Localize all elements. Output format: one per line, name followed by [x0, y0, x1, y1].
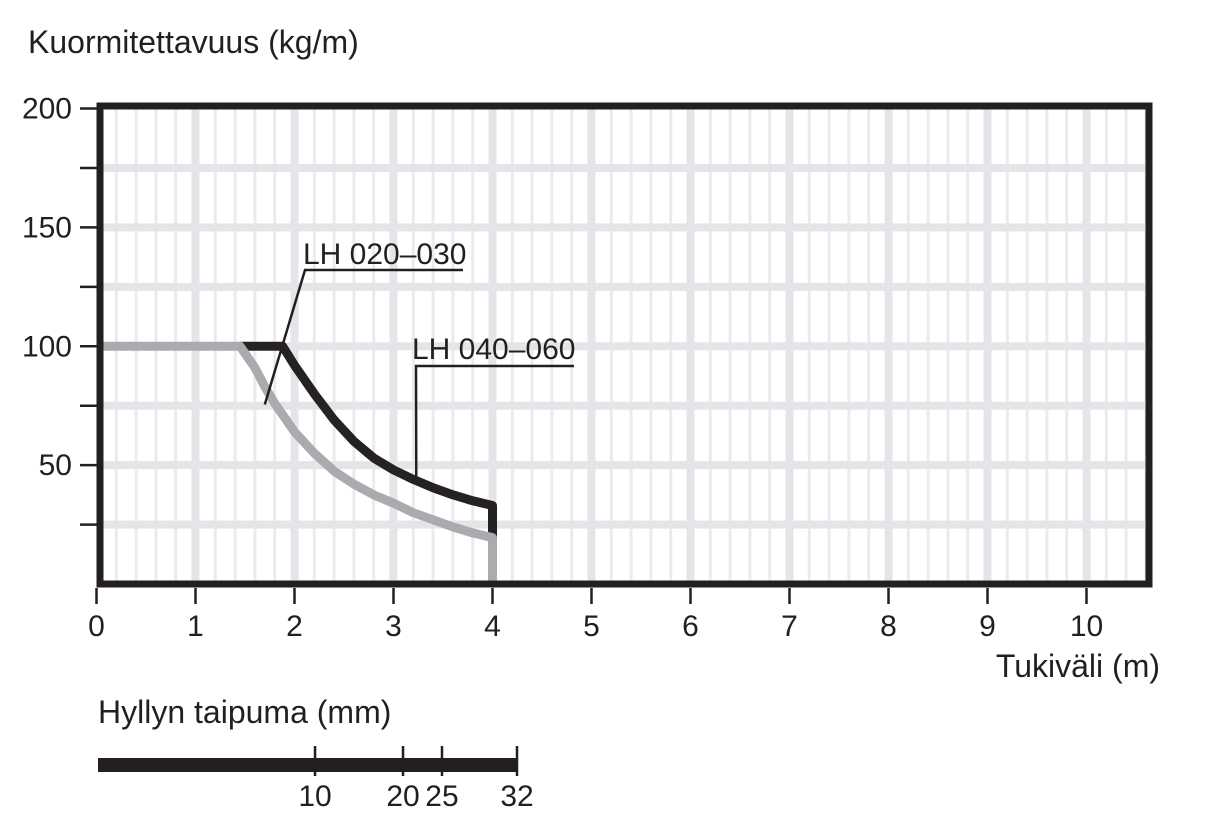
deflection-tick-label: 25 — [425, 780, 458, 813]
annotation-layer — [263, 268, 574, 479]
y-tick-label: 150 — [22, 211, 72, 244]
y-tick-label: 200 — [22, 93, 72, 126]
curve-layer — [103, 341, 497, 581]
frame-layer — [96, 102, 1153, 588]
leader-line-lh040 — [414, 364, 574, 479]
x-tick-label: 9 — [979, 610, 996, 643]
deflection-scale-title: Hyllyn taipuma (mm) — [98, 694, 392, 730]
curve-label-lh020-030: LH 020–030 — [303, 238, 467, 271]
x-tick-label: 1 — [187, 610, 204, 643]
deflection-tick-label: 20 — [386, 780, 419, 813]
deflection-scale-layer: 10 20 25 32 — [98, 746, 534, 813]
curve-lh-020–030 — [103, 341, 497, 581]
plot-frame — [96, 102, 1153, 588]
leader-line-lh020 — [263, 268, 463, 405]
x-tick-label: 3 — [385, 610, 402, 643]
deflection-tick-label: 32 — [500, 780, 533, 813]
x-tick-label: 2 — [286, 610, 303, 643]
chart-title: Kuormitettavuus (kg/m) — [28, 24, 359, 60]
tick-layer: 0 1 2 3 4 5 6 7 8 9 10 50 100 150 200 — [22, 93, 1103, 644]
curve-label-lh040-060: LH 040–060 — [412, 333, 576, 366]
x-tick-label: 0 — [88, 610, 105, 643]
y-tick-label: 100 — [22, 330, 72, 363]
deflection-bar — [98, 758, 517, 772]
curve-lh-040–060 — [240, 341, 497, 581]
y-tick-label: 50 — [39, 449, 72, 482]
x-axis-title: Tukiväli (m) — [995, 648, 1160, 684]
x-tick-label: 4 — [484, 610, 501, 643]
x-tick-label: 7 — [781, 610, 798, 643]
grid-layer — [103, 109, 1146, 581]
x-tick-label: 10 — [1070, 610, 1103, 643]
x-tick-label: 6 — [682, 610, 699, 643]
x-tick-label: 5 — [583, 610, 600, 643]
deflection-tick-label: 10 — [298, 780, 331, 813]
x-tick-label: 8 — [880, 610, 897, 643]
